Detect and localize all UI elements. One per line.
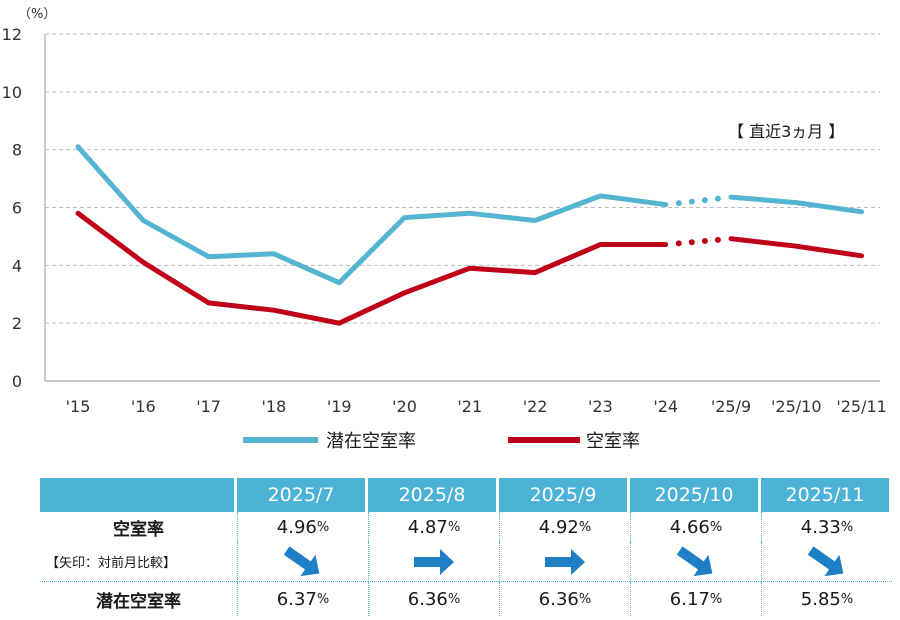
potential-vacancy-dotted-connector [714,195,721,202]
x-tick-label: '23 [588,397,613,416]
vacancy-rate-cell: 4.66% [630,512,761,542]
potential-vacancy-cell: 6.36% [368,582,499,616]
potential-vacancy-dotted-connector [701,197,708,204]
x-tick-labels: '15 '16 '17 '18 '19 '20 '21 '22 '23 '24 '25/9 '25/1… [66,397,887,416]
vacancy-rate-cell: 4.92% [499,512,630,542]
trend-arrow-icon [676,545,713,576]
arrow-row-note: 【矢印：対前月比較】 [40,542,237,582]
trend-arrow-icon [545,548,585,575]
potential-vacancy-line-monthly [728,194,865,215]
vacancy-dotted-connector [701,238,708,244]
y-tick-label: 2 [12,314,22,333]
trend-arrow-shape [545,548,585,575]
vacancy-dotted-connector [714,236,721,243]
vacancy-rate-cell: 4.96% [237,512,368,542]
legend: 潜在空室率 空室率 [243,431,640,452]
potential-vacancy-cell: 6.17% [630,582,761,616]
potential-vacancy-dotted-connector [688,198,695,205]
vacancy-rate-row: 空室率 4.96% 4.87% 4.92% 4.66% 4.33% [40,512,892,542]
potential-vacancy-cell: 6.37% [237,582,368,616]
y-axis-unit-label: （%） [18,7,56,22]
vacancy-line-monthly [728,236,865,259]
potential-vacancy-label: 潜在空室率 [96,591,181,612]
arrow-cell [368,542,499,582]
y-tick-label: 0 [12,372,22,391]
trend-arrow-icon [807,545,844,576]
trend-arrow-icon [283,545,320,576]
vacancy-line-annual [75,210,669,326]
vacancy-dotted-connector [688,239,695,246]
trend-arrow-shape [676,545,713,576]
arrow-cell [630,542,761,582]
trend-arrow-shape [283,545,320,576]
y-tick-label: 10 [2,83,22,102]
arrow-cell [761,542,892,582]
table-header-month: 2025/8 [368,478,496,512]
potential-vacancy-cell: 5.85% [761,582,892,616]
potential-vacancy-line-annual [75,144,669,286]
x-tick-label: '18 [262,397,287,416]
x-tick-label: '15 [66,397,91,416]
table-header-month: 2025/9 [499,478,627,512]
legend-label-vacancy: 空室率 [586,431,640,452]
x-tick-label: '25/10 [771,397,822,416]
y-tick-label: 8 [12,141,22,160]
x-tick-label: '25/11 [836,397,887,416]
vacancy-rate-cell: 4.87% [368,512,499,542]
y-tick-label: 6 [12,199,22,218]
vacancy-rate-label: 空室率 [113,519,164,540]
arrow-cell [237,542,368,582]
x-tick-label: '24 [653,397,678,416]
potential-vacancy-cell: 6.36% [499,582,630,616]
x-tick-label: '21 [457,397,482,416]
x-tick-label: '22 [523,397,548,416]
table-header-row: 2025/7 2025/8 2025/9 2025/10 2025/11 [40,478,892,512]
table-header-blank [40,478,234,512]
monthly-table: 2025/7 2025/8 2025/9 2025/10 2025/11 空室率… [40,478,892,616]
table-header-month: 2025/7 [237,478,365,512]
legend-label-potential-vacancy: 潜在空室率 [326,431,416,452]
potential-vacancy-row: 潜在空室率 6.37% 6.36% 6.36% 6.17% 5.85% [40,582,892,616]
y-tick-labels: 0 2 4 6 8 10 12 [2,25,22,391]
table-header-month: 2025/11 [761,478,889,512]
y-tick-label: 4 [12,256,22,275]
arrow-row: 【矢印：対前月比較】 [40,542,892,582]
x-tick-label: '19 [327,397,352,416]
x-tick-label: '17 [196,397,221,416]
gridlines [45,33,880,382]
arrow-cell [499,542,630,582]
vacancy-rate-line-chart: （%） 0 2 4 6 8 10 12 '15 '16 '17 '18 '19 '20 '21 '22 '2… [2,7,887,452]
x-tick-label: '20 [392,397,417,416]
series-lines [75,144,865,326]
trend-arrow-shape [807,545,844,576]
trend-arrow-shape [414,548,454,575]
x-tick-label: '16 [131,397,156,416]
y-tick-label: 12 [2,25,22,44]
potential-vacancy-dotted-connector [675,200,682,207]
table-header-month: 2025/10 [630,478,758,512]
recent-3-months-annotation: 【 直近3ヵ月 】 [728,122,844,141]
x-tick-label: '25/9 [711,397,751,416]
trend-arrow-icon [414,548,454,575]
vacancy-dotted-connector [675,240,682,247]
vacancy-rate-cell: 4.33% [761,512,892,542]
